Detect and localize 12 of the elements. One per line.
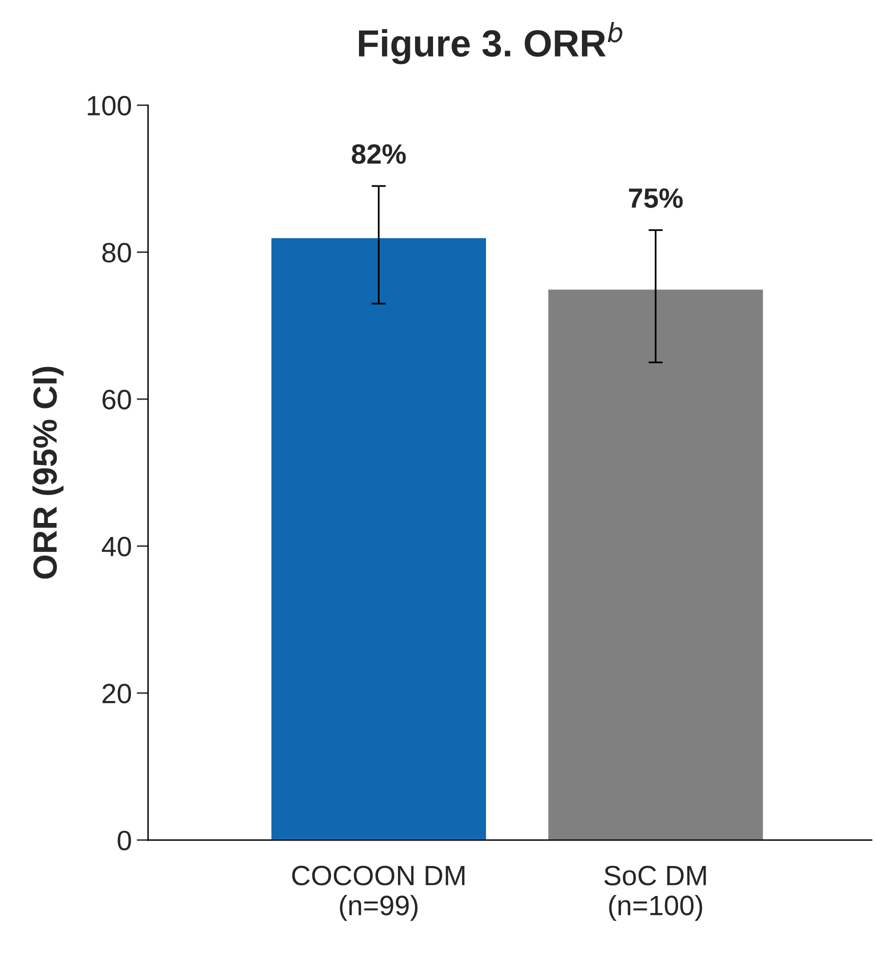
y-axis-title: ORR (95% CI) [32, 366, 64, 579]
y-tick-label: 60 [102, 390, 131, 410]
y-tick-label: 100 [88, 96, 131, 116]
y-tick-label: 80 [102, 242, 131, 262]
data-label: 75% [629, 188, 683, 208]
x-tick-label: SoC DM (n=100) [604, 866, 706, 921]
y-tick-label: 40 [102, 536, 131, 556]
y-tick-label: 0 [118, 830, 131, 850]
chart-title: Figure 3. ORR$^{b}$ [359, 22, 622, 64]
data-label: 82% [352, 144, 406, 164]
y-tick-label: 20 [102, 684, 131, 704]
x-tick-label: COCOON DM (n=99) [292, 866, 464, 921]
